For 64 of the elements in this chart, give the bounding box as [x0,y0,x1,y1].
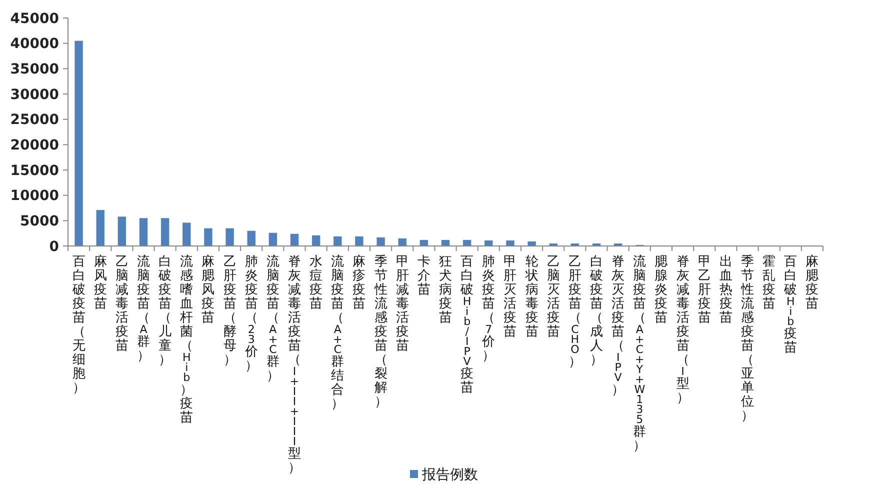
x-tick-label: 狂犬病疫苗 [439,254,452,326]
category-label: 季节性流感疫苗（亚单位） [741,254,754,424]
category-label: 流感嗜血杆菌（Hib）疫苗 [180,254,194,426]
y-tick-label: 30000 [10,86,60,103]
category-label: 脊灰减毒活疫苗（I+II+III型） [288,254,301,476]
category-label: 季节性流感疫苗（裂解） [374,254,388,410]
category-label: 脊灰减毒活疫苗（I型） [676,254,690,406]
bar [376,237,385,246]
bar [96,210,104,246]
x-tick-label: 麻疹疫苗 [352,254,366,312]
x-tick-label: 麻风疫苗 [94,254,107,312]
y-tick-label: 15000 [10,162,60,179]
x-tick-label: 乙脑灭活疫苗 [546,254,560,340]
x-tick-label: 出血热疫苗 [719,254,732,326]
bar [334,236,342,246]
bar [247,230,256,246]
bar [182,222,191,246]
x-tick-label: 霍乱疫苗 [762,254,776,312]
category-label: 脊灰灭活疫苗（IPV） [612,254,625,398]
y-tick-label: 25000 [10,112,60,128]
bar [74,40,83,246]
y-tick-label: 0 [49,238,60,255]
x-tick-label: 白破疫苗（成人） [589,254,603,368]
bar [312,235,320,246]
bar [118,216,126,246]
category-label: 流脑疫苗（A+C群结合） [331,254,344,412]
x-tick-label: 百白破Hib疫苗 [783,254,798,356]
legend-label: 报告例数 [421,466,478,483]
y-tick-label: 20000 [10,138,60,154]
category-label: 流脑疫苗（A+C群） [266,254,280,384]
x-tick-label: 甲乙肝疫苗 [698,254,711,326]
bar [290,234,299,246]
x-tick-label: 流脑疫苗（A群） [137,254,150,364]
bar [204,228,212,246]
category-label: 百白破Hib/IPV疫苗 [460,254,474,396]
bar [139,218,148,246]
category-label: 百白破疫苗（无细胞） [72,254,86,396]
x-tick-label: 水痘疫苗 [310,254,323,312]
bar [528,241,536,246]
x-tick-label: 麻腮风疫苗 [202,254,215,326]
x-tick-label: 轮状病毒疫苗 [524,254,538,340]
category-label: 流脑疫苗（A+C+Y+W135群） [633,254,646,454]
y-tick-label: 40000 [10,36,60,52]
bar [398,238,406,246]
y-tick-label: 35000 [10,62,60,78]
bar [506,240,514,246]
x-tick-label: 乙肝疫苗（酵母） [223,254,236,368]
x-tick-label: 白破疫苗（儿童） [158,254,172,368]
bar [355,236,364,246]
y-tick-label: 10000 [10,188,60,204]
x-tick-label: 肺炎疫苗（7价） [481,254,496,364]
category-label: 乙肝疫苗（CHO） [568,254,582,370]
x-tick-label: 甲肝灭活疫苗 [504,254,517,340]
y-tick-label: 5000 [20,214,60,230]
y-tick-label: 45000 [10,10,60,27]
bar [268,232,278,246]
x-tick-label: 麻腮疫苗 [806,254,819,312]
category-label: 肺炎疫苗（23价） [244,254,258,374]
x-tick-label: 腮腺炎疫苗 [654,254,668,326]
bar [226,228,234,246]
x-tick-label: 乙脑减毒活疫苗 [115,254,128,354]
x-tick-label: 甲肝减毒活疫苗 [396,254,409,354]
bar [160,218,170,246]
x-tick-label: 卡介苗 [417,254,430,298]
